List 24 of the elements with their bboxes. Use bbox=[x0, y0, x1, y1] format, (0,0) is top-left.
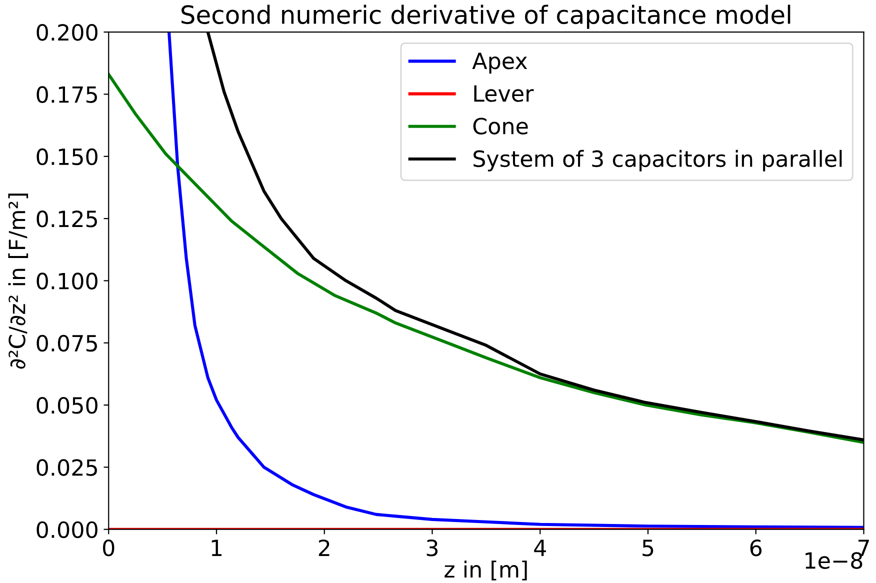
legend-label: Cone bbox=[473, 118, 528, 135]
legend-label: System of 3 capacitors in parallel bbox=[474, 150, 842, 172]
x-tick-label: 2 bbox=[318, 539, 330, 556]
y-tick-label: 0.125 bbox=[36, 210, 97, 228]
y-tick-label: 0.150 bbox=[36, 148, 98, 166]
y-tick-label: 0.075 bbox=[36, 334, 97, 352]
y-tick-label: 0.100 bbox=[36, 272, 98, 290]
x-tick-label: 6 bbox=[750, 539, 762, 556]
legend-label: Apex bbox=[472, 52, 528, 74]
y-tick-label: 0.000 bbox=[36, 521, 98, 538]
legend-label: Lever bbox=[474, 85, 534, 102]
x-tick-label: 5 bbox=[642, 540, 654, 556]
x-tick-label: 3 bbox=[426, 539, 438, 556]
y-axis-title: ∂²C/∂z² in [F/m²] bbox=[8, 194, 28, 369]
y-tick-label: 0.200 bbox=[36, 24, 98, 41]
y-tick-label: 0.175 bbox=[36, 86, 97, 103]
x-axis-title: z in [m] bbox=[444, 560, 527, 580]
x-tick-label: 4 bbox=[534, 540, 546, 556]
x-tick-label: 1 bbox=[212, 540, 222, 556]
x-tick-label: 0 bbox=[103, 539, 114, 556]
y-tick-label: 0.025 bbox=[36, 459, 97, 476]
chart-title: Second numeric derivative of capacitance model bbox=[182, 4, 790, 29]
y-tick-label: 0.050 bbox=[36, 396, 98, 414]
line-series bbox=[108, 72, 864, 444]
